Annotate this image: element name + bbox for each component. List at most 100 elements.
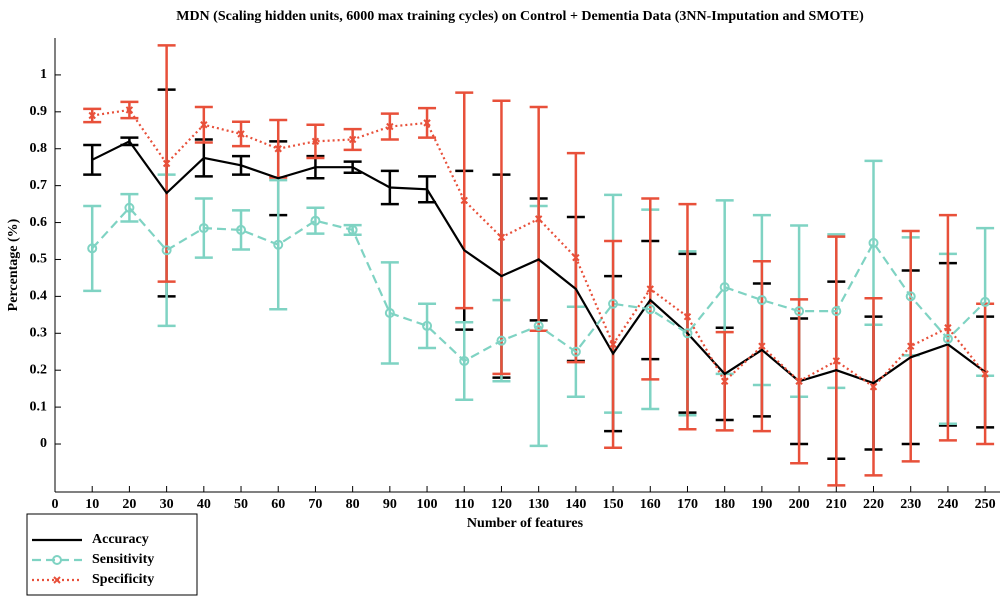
series-line <box>91 206 986 363</box>
marker <box>273 239 284 250</box>
y-tick-label: 0.5 <box>30 252 48 267</box>
marker <box>237 130 245 138</box>
x-tick-label: 50 <box>234 497 248 512</box>
marker <box>570 346 581 357</box>
marker <box>347 224 358 235</box>
x-tick-label: 210 <box>826 497 847 512</box>
marker <box>683 312 692 321</box>
x-tick-label: 70 <box>308 497 322 512</box>
marker <box>534 215 543 223</box>
y-tick-label: 0.7 <box>30 178 48 193</box>
marker <box>756 295 767 306</box>
marker <box>200 121 208 129</box>
x-tick-label: 160 <box>640 497 661 512</box>
y-tick-label: 0.8 <box>30 141 48 156</box>
marker <box>274 145 282 153</box>
x-tick-label: 240 <box>937 497 958 512</box>
marker <box>868 237 879 248</box>
chart-title: MDN (Scaling hidden units, 6000 max trai… <box>176 9 864 24</box>
x-tick-label: 230 <box>900 497 921 512</box>
marker <box>944 324 952 332</box>
x-tick-label: 0 <box>52 497 59 512</box>
y-tick-label: 0 <box>40 436 47 451</box>
y-tick-label: 0.6 <box>30 215 48 230</box>
error-bar <box>232 209 251 251</box>
marker <box>794 306 805 317</box>
marker <box>198 223 209 234</box>
x-tick-label: 120 <box>491 497 512 512</box>
error-bar <box>120 192 139 223</box>
x-tick-label: 200 <box>789 497 810 512</box>
marker <box>348 135 357 144</box>
x-tick-label: 10 <box>85 497 99 512</box>
marker <box>124 202 135 213</box>
marker <box>942 333 953 344</box>
series-line <box>91 139 986 385</box>
marker <box>533 320 544 331</box>
y-tick-label: 0.1 <box>30 399 48 414</box>
legend-label: Sensitivity <box>92 552 154 567</box>
legend-label: Accuracy <box>92 532 149 547</box>
error-bar <box>380 261 399 365</box>
x-tick-label: 100 <box>417 497 438 512</box>
marker <box>236 224 247 235</box>
marker <box>125 106 134 114</box>
legend-marker <box>53 576 61 584</box>
x-tick-label: 250 <box>975 497 996 512</box>
x-tick-label: 110 <box>454 497 474 512</box>
marker <box>422 320 433 331</box>
legend-marker <box>52 555 62 565</box>
marker <box>460 196 468 205</box>
marker <box>646 285 654 293</box>
marker <box>311 137 320 146</box>
marker <box>609 340 617 349</box>
y-tick-label: 0.3 <box>30 326 48 341</box>
marker <box>310 215 321 226</box>
marker <box>869 383 878 391</box>
marker <box>831 306 842 317</box>
y-tick-label: 0.4 <box>30 289 48 304</box>
marker <box>384 307 395 318</box>
marker <box>496 335 507 346</box>
x-tick-label: 30 <box>160 497 174 512</box>
marker <box>88 111 96 120</box>
error-bar <box>306 206 325 235</box>
y-tick-label: 0.2 <box>30 362 48 377</box>
x-tick-label: 190 <box>751 497 772 512</box>
marker <box>459 355 470 366</box>
x-tick-label: 170 <box>677 497 698 512</box>
marker <box>423 119 431 127</box>
marker <box>645 304 656 315</box>
x-tick-label: 80 <box>346 497 360 512</box>
marker <box>386 122 394 131</box>
y-tick-label: 0.9 <box>30 104 48 119</box>
legend-label: Specificity <box>92 572 154 587</box>
x-tick-label: 90 <box>383 497 397 512</box>
marker <box>832 357 841 365</box>
x-tick-label: 20 <box>122 497 136 512</box>
x-tick-label: 40 <box>197 497 211 512</box>
y-axis-label: Percentage (%) <box>6 218 21 311</box>
x-tick-label: 130 <box>528 497 549 512</box>
error-bar <box>418 302 437 350</box>
marker <box>572 253 580 262</box>
marker <box>497 233 506 242</box>
y-tick-label: 1 <box>40 67 47 82</box>
marker <box>162 159 171 168</box>
marker <box>87 243 98 254</box>
marker <box>981 370 989 378</box>
marker <box>795 377 803 385</box>
marker <box>719 282 730 293</box>
error-bar <box>83 143 102 176</box>
x-tick-label: 150 <box>603 497 624 512</box>
x-tick-label: 220 <box>863 497 884 512</box>
marker <box>608 298 619 309</box>
marker <box>682 328 693 339</box>
x-tick-label: 140 <box>565 497 586 512</box>
marker <box>720 377 729 385</box>
marker <box>980 296 991 307</box>
x-axis-label: Number of features <box>467 516 584 531</box>
x-tick-label: 60 <box>271 497 285 512</box>
x-tick-label: 180 <box>714 497 735 512</box>
